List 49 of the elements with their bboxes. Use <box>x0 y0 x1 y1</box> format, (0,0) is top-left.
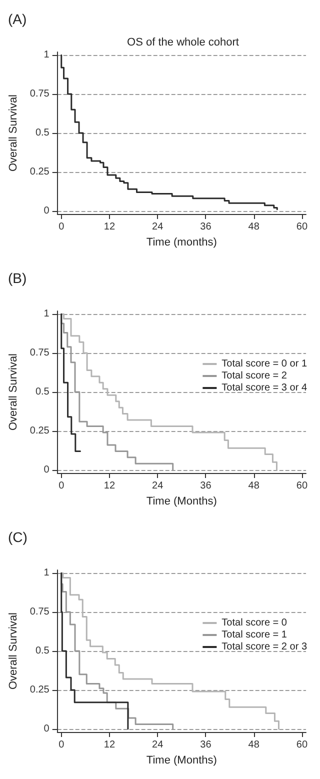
legend-label: Total score = 2 or 3 <box>222 642 308 652</box>
y-tick-label: 0 <box>44 723 50 734</box>
y-axis-title: Overall Survival <box>8 353 20 431</box>
y-tick-label: 0.25 <box>30 684 50 696</box>
y-tick-label: 0.75 <box>30 348 50 359</box>
x-axis-title: Time (Months) <box>146 754 217 766</box>
x-axis-title: Time (Months) <box>146 495 217 508</box>
x-tick-label: 60 <box>296 740 308 750</box>
y-tick-label: 0.75 <box>30 606 50 618</box>
legend-label: Total score = 1 <box>222 630 288 640</box>
x-tick-label: 12 <box>104 480 116 492</box>
x-tick-label: 12 <box>104 740 116 750</box>
x-tick-label: 60 <box>296 480 308 492</box>
y-axis-title: Overall Survival <box>8 612 20 690</box>
y-tick-label: 0.5 <box>35 646 50 656</box>
y-tick-label: 0.25 <box>30 425 50 436</box>
x-tick-label: 0 <box>58 740 65 750</box>
y-tick-label: 0 <box>44 205 50 216</box>
x-tick-label: 36 <box>200 222 212 232</box>
chart-title: OS of the whole cohort <box>127 36 239 48</box>
y-tick-label: 0 <box>44 464 50 476</box>
text: (B) <box>8 270 27 286</box>
legend-label: Total score = 0 or 1 <box>222 358 308 370</box>
y-tick-label: 1 <box>44 50 50 61</box>
legend-label: Total score = 3 or 4 <box>222 382 308 394</box>
x-tick-label: 60 <box>296 222 308 232</box>
x-tick-label: 48 <box>248 740 260 750</box>
y-tick-label: 1 <box>44 308 50 320</box>
x-tick-label: 48 <box>248 222 260 232</box>
x-tick-label: 12 <box>104 222 116 232</box>
legend-label: Total score = 0 <box>222 618 288 628</box>
y-tick-label: 0.5 <box>35 128 50 138</box>
x-tick-label: 36 <box>200 480 212 492</box>
legend-label: Total score = 2 <box>222 370 288 382</box>
x-tick-label: 0 <box>58 480 65 492</box>
x-tick-label: 48 <box>248 480 260 492</box>
x-tick-label: 24 <box>152 222 164 232</box>
x-tick-label: 0 <box>58 222 65 232</box>
y-tick-label: 0.25 <box>30 166 50 178</box>
text: (A) <box>8 11 27 27</box>
x-tick-label: 24 <box>152 740 164 750</box>
y-tick-label: 1 <box>44 568 50 579</box>
x-tick-label: 24 <box>152 480 164 492</box>
x-axis-title: Time (months) <box>146 236 217 248</box>
x-tick-label: 36 <box>200 740 212 750</box>
y-tick-label: 0.5 <box>35 386 50 398</box>
y-tick-label: 0.75 <box>30 88 50 100</box>
text: (C) <box>8 529 28 545</box>
y-axis-title: Overall Survival <box>8 94 20 172</box>
